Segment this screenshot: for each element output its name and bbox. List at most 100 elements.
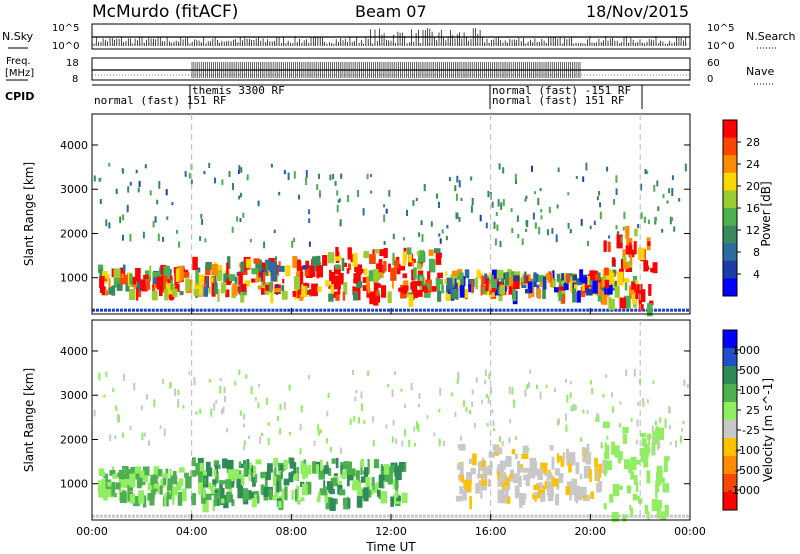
echo-cell	[569, 489, 572, 501]
echo-cell	[149, 496, 155, 506]
noise-cell	[287, 514, 291, 518]
scatter-cell	[308, 241, 311, 247]
noise-cell	[662, 308, 666, 312]
echo-cell	[305, 260, 309, 272]
scatter-cell	[469, 410, 472, 415]
echo-cell	[267, 463, 273, 473]
echo-cell	[122, 490, 127, 501]
echo-cell	[202, 486, 206, 498]
echo-cell	[325, 280, 330, 287]
echo-cell	[125, 283, 130, 292]
scatter-cell	[298, 194, 300, 200]
echo-cell	[662, 483, 670, 493]
echo-cell	[633, 474, 638, 485]
echo-cell	[220, 282, 227, 294]
noise-cell	[267, 514, 271, 518]
echo-cell	[413, 267, 417, 280]
scatter-cell	[329, 174, 332, 181]
echo-cell	[612, 272, 615, 280]
noise-cell	[462, 308, 466, 312]
power-heatmap	[92, 162, 689, 317]
echo-cell	[576, 490, 583, 496]
scatter-cell	[361, 403, 364, 412]
noise-cell	[143, 308, 147, 312]
scatter-cell	[605, 374, 608, 378]
noise-cell	[474, 514, 478, 518]
echo-cell	[317, 286, 322, 292]
noise-cell	[359, 308, 363, 312]
scatter-cell	[615, 225, 618, 230]
echo-cell	[496, 468, 500, 475]
echo-cell	[646, 303, 653, 317]
scatter-cell	[122, 214, 125, 221]
echo-cell	[511, 449, 516, 455]
echo-cell	[210, 485, 215, 495]
echo-cell	[371, 483, 379, 493]
noise-cell	[682, 308, 685, 312]
noise-cell	[111, 514, 115, 518]
echo-cell	[609, 298, 615, 310]
echo-cell	[509, 275, 514, 290]
echo-cell	[372, 249, 375, 255]
echo-cell	[146, 280, 150, 290]
echo-cell	[305, 481, 312, 495]
cbar-swatch	[723, 155, 737, 174]
echo-cell	[113, 268, 121, 279]
scatter-cell	[619, 401, 622, 405]
scatter-cell	[93, 409, 96, 417]
noise-cell	[323, 514, 327, 518]
echo-cell	[112, 474, 118, 479]
scatter-cell	[454, 411, 457, 418]
scatter-cell	[337, 199, 340, 203]
cbar-tick-label: -100	[735, 444, 760, 457]
cbar-swatch	[723, 243, 737, 262]
scatter-cell	[510, 208, 513, 213]
echo-cell	[621, 261, 629, 270]
echo-cell	[604, 267, 609, 276]
echo-cell	[513, 276, 520, 289]
noise-cell	[446, 308, 450, 312]
echo-cell	[206, 461, 211, 472]
echo-cell	[164, 288, 169, 301]
scatter-cell	[408, 439, 411, 448]
echo-cell	[551, 478, 559, 487]
echo-cell	[379, 249, 386, 257]
noise-cell	[371, 308, 375, 312]
scatter-cell	[122, 169, 125, 174]
echo-cell	[335, 247, 339, 257]
noise-cell	[283, 308, 287, 312]
noise-cell	[534, 514, 538, 518]
echo-cell	[198, 481, 205, 495]
scatter-cell	[438, 438, 441, 447]
echo-cell	[593, 273, 599, 286]
scatter-cell	[352, 369, 354, 375]
scatter-cell	[114, 435, 117, 440]
echo-cell	[480, 491, 483, 499]
cbar-swatch	[723, 438, 737, 457]
echo-cell	[151, 290, 158, 301]
echo-cell	[505, 456, 512, 467]
echo-cell	[533, 272, 537, 282]
echo-cell	[663, 460, 668, 473]
scatter-cell	[385, 208, 388, 214]
echo-cell	[172, 283, 175, 290]
echo-cell	[165, 468, 169, 478]
echo-cell	[497, 489, 505, 503]
echo-cell	[226, 262, 229, 274]
cpid-label: CPID	[5, 90, 34, 103]
ytick-label: 1000	[60, 478, 88, 491]
scatter-cell	[372, 416, 375, 423]
echo-cell	[238, 461, 242, 467]
cbar-swatch	[723, 330, 737, 349]
echo-cell	[301, 483, 308, 496]
scatter-cell	[232, 183, 234, 191]
scatter-cell	[481, 399, 484, 404]
echo-cell	[539, 482, 542, 496]
scatter-cell	[465, 406, 468, 412]
echo-cell	[347, 475, 350, 487]
echo-cell	[237, 485, 244, 499]
noise-cell	[283, 514, 287, 518]
echo-cell	[208, 286, 211, 294]
noise-cell	[215, 308, 219, 312]
echo-cell	[447, 289, 452, 294]
